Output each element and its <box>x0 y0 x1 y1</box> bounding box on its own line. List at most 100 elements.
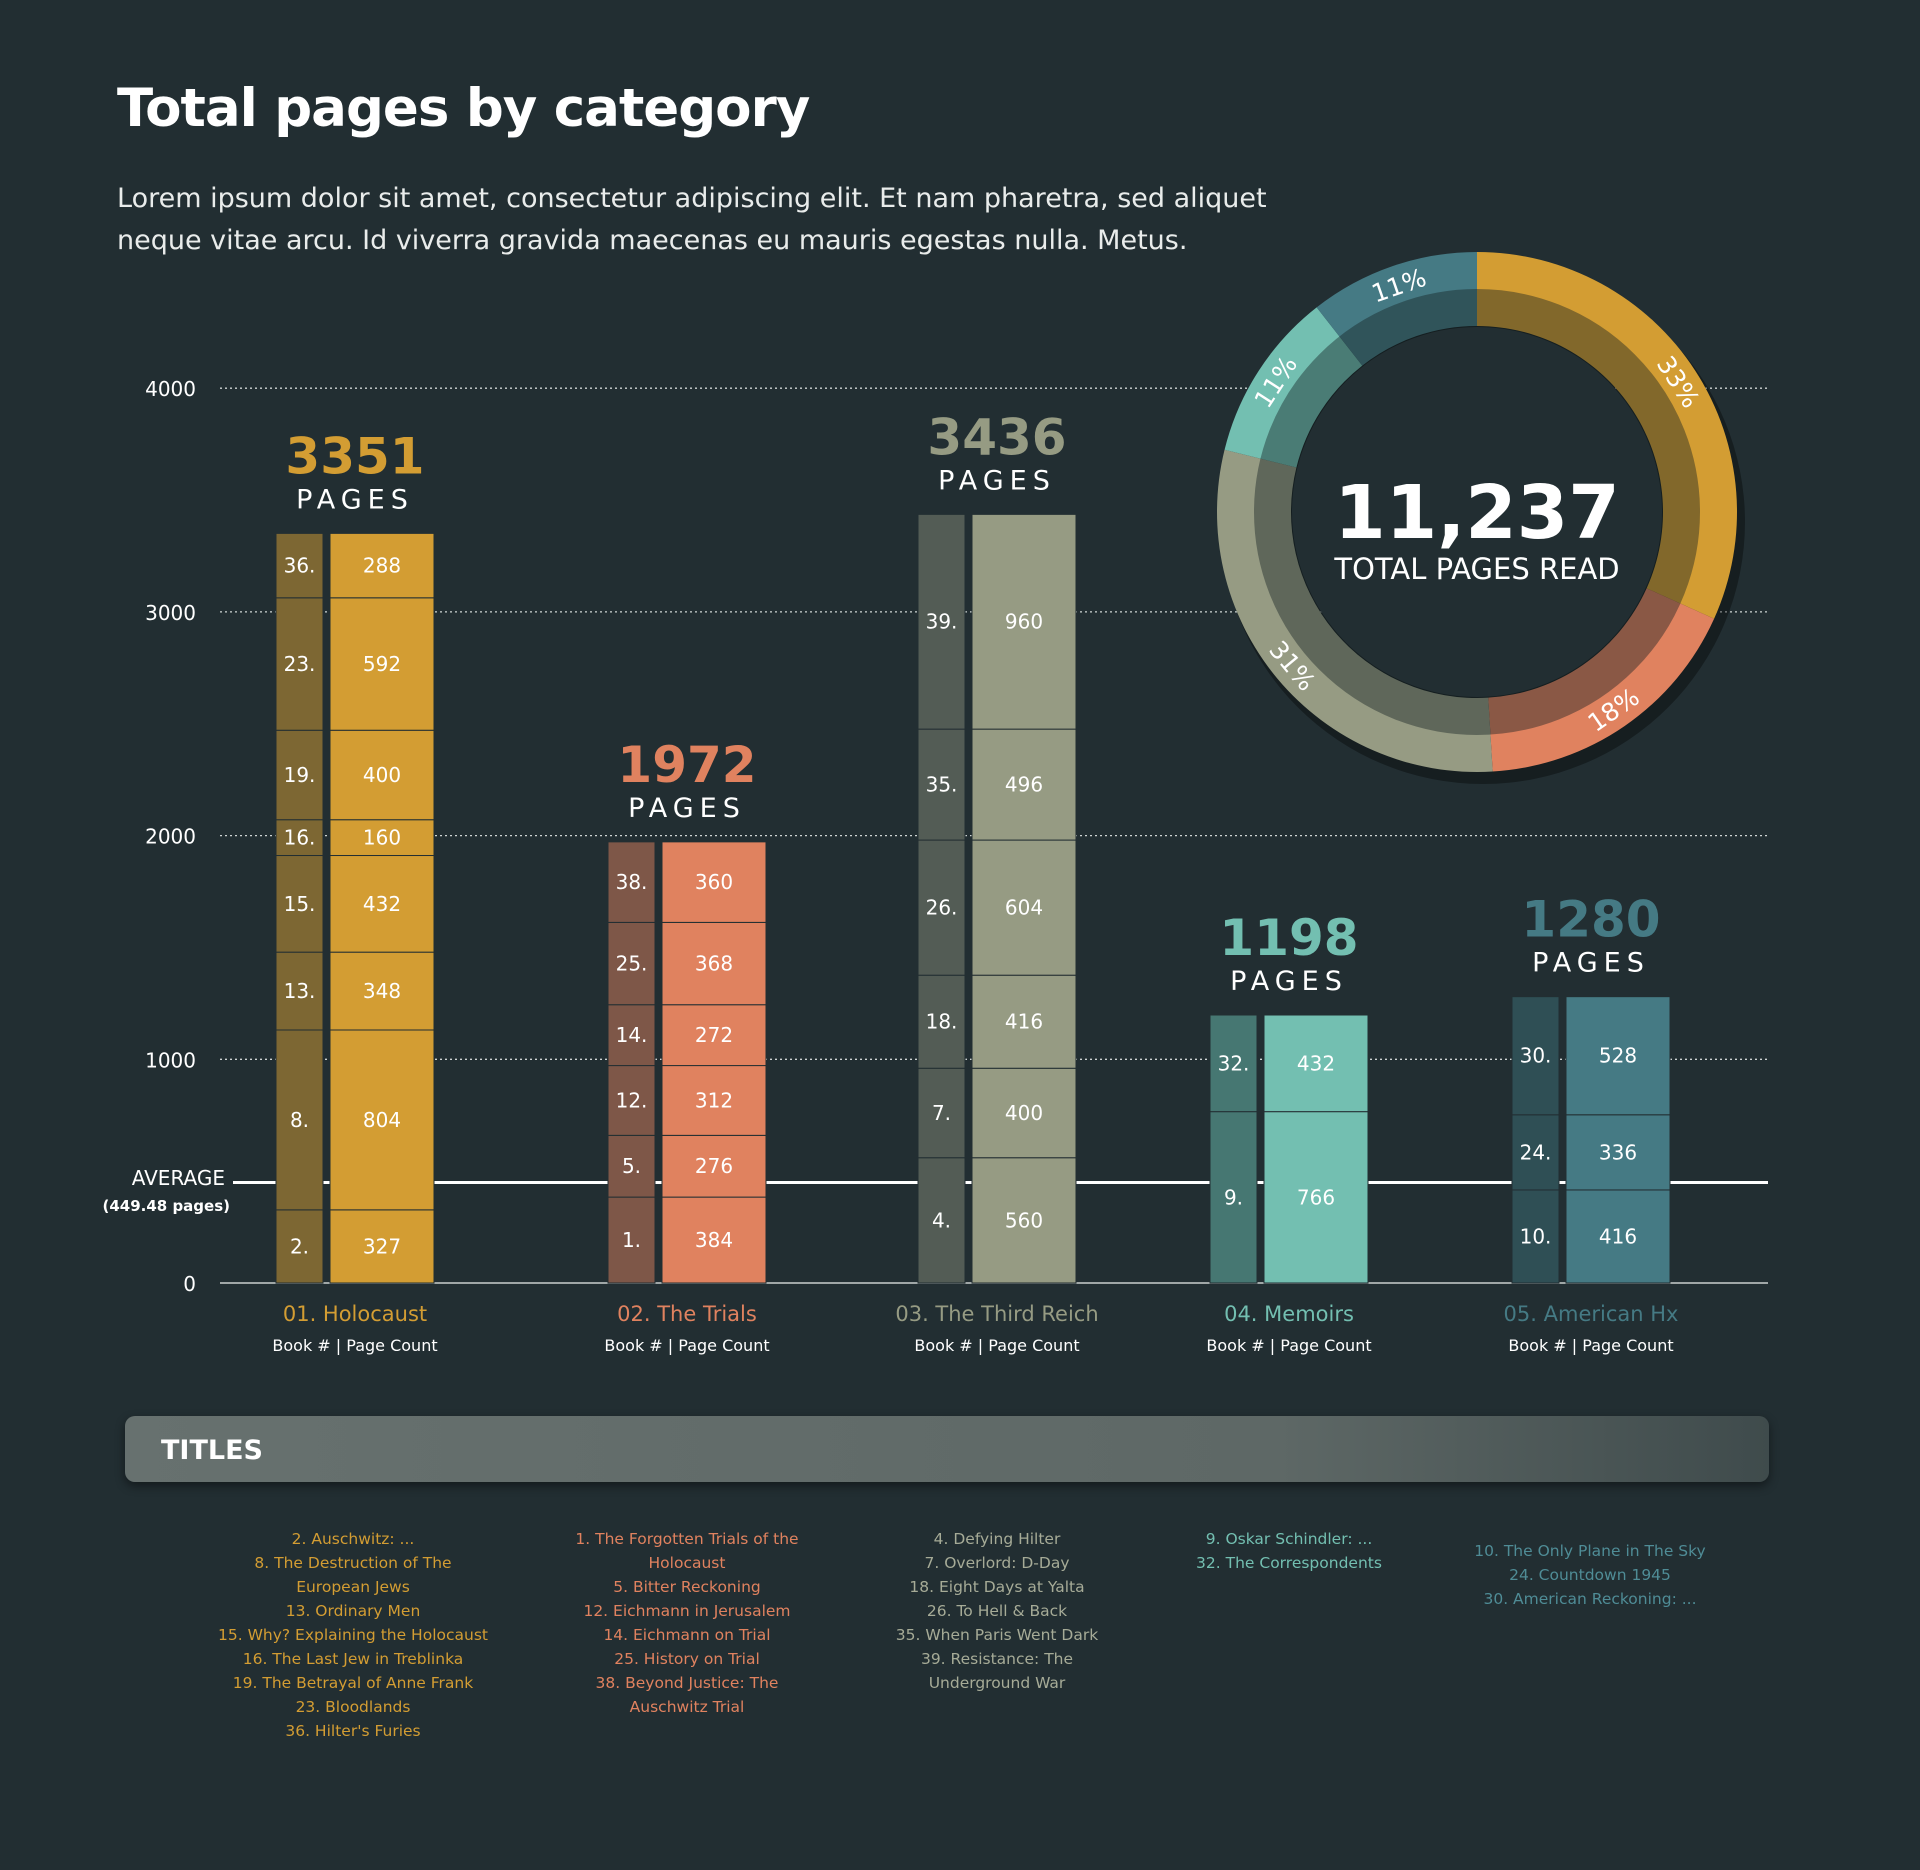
bar-page-label: 272 <box>695 1023 733 1047</box>
bar-segment-book <box>917 728 966 841</box>
title-entry: 39. Resistance: The <box>920 1650 1074 1668</box>
bar-segment-book <box>917 839 966 976</box>
bar-segment-book <box>275 597 324 731</box>
y-tick-label: 1000 <box>145 1048 196 1072</box>
bar-page-label: 416 <box>1599 1224 1637 1248</box>
category-total-unit: PAGES <box>296 484 414 515</box>
bar-page-label: 400 <box>1005 1101 1043 1125</box>
title-entry: 25. History on Trial <box>614 1650 760 1668</box>
y-tick-label: 3000 <box>145 601 196 625</box>
category-total-unit: PAGES <box>1532 948 1650 979</box>
title-entry: Auschwitz Trial <box>629 1698 745 1716</box>
category-total: 1280 <box>1521 891 1660 949</box>
bar-segment-book <box>917 974 966 1069</box>
title-entry: 2. Auschwitz: ... <box>291 1530 415 1548</box>
donut-slice <box>1217 449 1493 772</box>
title-entry: 4. Defying Hilter <box>933 1530 1061 1548</box>
title-entry: 10. The Only Plane in The Sky <box>1474 1542 1706 1560</box>
donut-slice <box>1477 252 1737 619</box>
bar-segment-book <box>275 855 324 953</box>
bar-segment-pages <box>661 1004 767 1067</box>
bar-book-label: 39. <box>926 610 958 634</box>
bar-page-label: 348 <box>363 979 401 1003</box>
bar-segment-book <box>1511 996 1560 1116</box>
bar-page-label: 400 <box>363 763 401 787</box>
bar-segment-book <box>607 921 656 1006</box>
bar-segment-book <box>275 951 324 1031</box>
bar-book-label: 12. <box>616 1088 648 1112</box>
bar-page-label: 416 <box>1005 1010 1043 1034</box>
title-entry: 30. American Reckoning: ... <box>1483 1590 1697 1608</box>
bar-segment-pages <box>1565 996 1671 1116</box>
title-entry: 24. Countdown 1945 <box>1509 1566 1671 1584</box>
bar-book-label: 38. <box>616 870 648 894</box>
category-label-memoirs: 04. Memoirs <box>1224 1302 1354 1326</box>
bar-book-label: 5. <box>622 1154 641 1178</box>
bar-segment-book <box>1511 1189 1560 1284</box>
title-entry: 13. Ordinary Men <box>285 1602 421 1620</box>
donut-inner-ring <box>1254 289 1700 735</box>
bar-book-label: 16. <box>284 826 316 850</box>
bar-book-label: 13. <box>284 979 316 1003</box>
title-entry: 5. Bitter Reckoning <box>613 1578 761 1596</box>
category-label-third-reich: 03. The Third Reich <box>895 1302 1098 1326</box>
titles-header-bar: TITLES <box>125 1416 1769 1482</box>
bar-book-label: 24. <box>1520 1140 1552 1164</box>
bar-page-label: 360 <box>695 870 733 894</box>
bar-page-label: 960 <box>1005 610 1043 634</box>
bar-book-label: 15. <box>284 892 316 916</box>
bar-page-label: 432 <box>1297 1051 1335 1075</box>
bar-segment-pages <box>1263 1111 1369 1284</box>
bar-segment-pages <box>329 1029 435 1211</box>
page-subtitle: Lorem ipsum dolor sit amet, consectetur … <box>117 183 1267 256</box>
category-total: 3351 <box>285 427 424 485</box>
bar-segment-book <box>1209 1111 1258 1284</box>
title-entry: 12. Eichmann in Jerusalem <box>583 1602 791 1620</box>
bar-book-label: 18. <box>926 1010 958 1034</box>
category-label-holocaust: 01. Holocaust <box>283 1302 427 1326</box>
bar-book-label: 8. <box>290 1108 309 1132</box>
bar-segment-book <box>917 1157 966 1284</box>
category-caption: Book # | Page Count <box>914 1336 1079 1355</box>
bar-book-label: 35. <box>926 773 958 797</box>
category-total-unit: PAGES <box>938 465 1056 496</box>
bar-segment-book <box>917 1067 966 1159</box>
titles-column-third-reich: 4. Defying Hilter 7. Overlord: D-Day 18. E… <box>847 1527 1147 1695</box>
donut-total: 11,237 <box>1334 470 1620 556</box>
category-total: 1198 <box>1219 909 1358 967</box>
bar-segment-book <box>607 841 656 923</box>
bar-segment-pages <box>329 597 435 731</box>
bar-book-label: 19. <box>284 763 316 787</box>
category-total: 3436 <box>927 408 1066 466</box>
category-total-unit: PAGES <box>628 793 746 824</box>
bar-page-label: 312 <box>695 1088 733 1112</box>
page-title: Total pages by category <box>117 78 810 139</box>
titles-column-trials: 1. The Forgotten Trials of the Holocaust 5… <box>537 1527 837 1719</box>
title-entry: Holocaust <box>648 1554 726 1572</box>
bar-book-label: 10. <box>1520 1224 1552 1248</box>
bar-segment-pages <box>329 855 435 953</box>
bar-segment-pages <box>1565 1189 1671 1284</box>
bar-segment-book <box>275 819 324 857</box>
bar-segment-book <box>275 1029 324 1211</box>
bar-segment-pages <box>1263 1014 1369 1113</box>
title-entry: 35. When Paris Went Dark <box>895 1626 1099 1644</box>
bar-page-label: 384 <box>695 1228 733 1252</box>
title-entry: 26. To Hell & Back <box>926 1602 1068 1620</box>
bar-page-label: 804 <box>363 1108 401 1132</box>
bar-segment-book <box>607 1004 656 1067</box>
bar-book-label: 32. <box>1218 1051 1250 1075</box>
bar-page-label: 528 <box>1599 1044 1637 1068</box>
category-caption: Book # | Page Count <box>604 1336 769 1355</box>
title-entry: Underground War <box>928 1674 1066 1692</box>
title-entry: 14. Eichmann on Trial <box>603 1626 771 1644</box>
title-entry: 8. The Destruction of The <box>254 1554 452 1572</box>
bar-page-label: 160 <box>363 826 401 850</box>
title-entry: 1. The Forgotten Trials of the <box>575 1530 799 1548</box>
bar-book-label: 9. <box>1224 1185 1243 1209</box>
bar-book-label: 26. <box>926 896 958 920</box>
title-entry: 38. Beyond Justice: The <box>595 1674 779 1692</box>
bar-page-label: 766 <box>1297 1185 1335 1209</box>
title-entry: 18. Eight Days at Yalta <box>909 1578 1085 1596</box>
bar-page-label: 604 <box>1005 896 1043 920</box>
